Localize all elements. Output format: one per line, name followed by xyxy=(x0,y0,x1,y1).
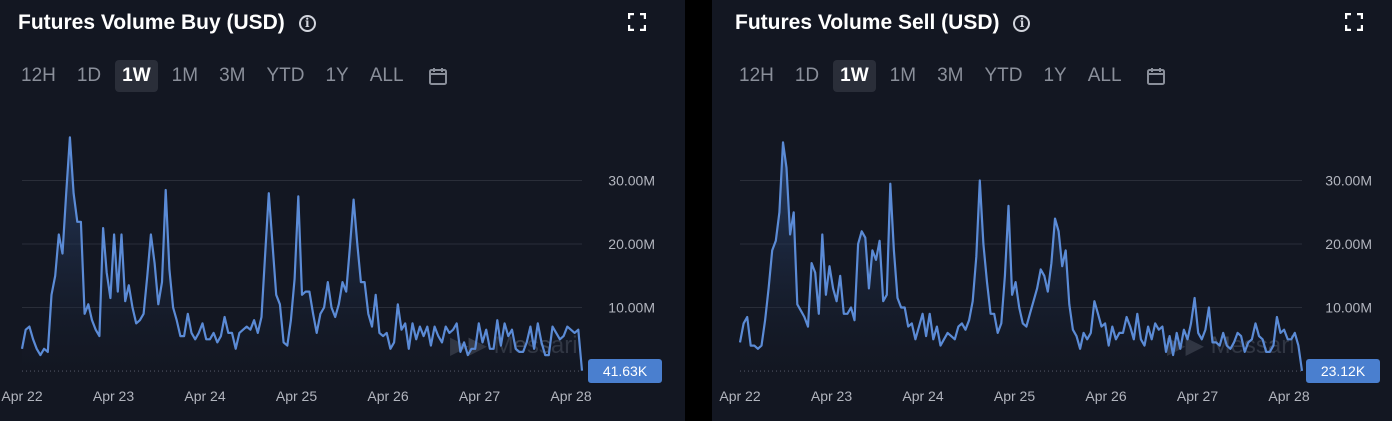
x-tick-label: Apr 28 xyxy=(550,388,591,404)
last-value-badge xyxy=(1306,359,1380,383)
x-tick-label: Apr 23 xyxy=(811,388,852,404)
timeframe-tabs: 12H 1D 1W 1M 3M YTD 1Y ALL xyxy=(732,60,1166,92)
tab-all[interactable]: ALL xyxy=(369,65,404,86)
sell-volume-panel: Futures Volume Sell (USD) i 12H 1D 1W 1M… xyxy=(712,0,1392,421)
tab-1d[interactable]: 1D xyxy=(76,65,102,86)
tab-ytd[interactable]: YTD xyxy=(984,65,1023,86)
x-tick-label: Apr 27 xyxy=(459,388,500,404)
tab-ytd[interactable]: YTD xyxy=(266,65,305,86)
y-tick-label: 20.00M xyxy=(1325,236,1372,252)
x-tick-label: Apr 27 xyxy=(1177,388,1218,404)
tab-1m[interactable]: 1M xyxy=(171,65,199,86)
buy-volume-panel: Futures Volume Buy (USD) i 12H 1D 1W 1M … xyxy=(0,0,685,421)
panel-title: Futures Volume Buy (USD) i xyxy=(18,11,316,35)
series-line xyxy=(738,141,1304,372)
x-tick-label: Apr 26 xyxy=(1085,388,1126,404)
tab-1m[interactable]: 1M xyxy=(889,65,917,86)
calendar-icon[interactable] xyxy=(1146,66,1166,86)
x-tick-label: Apr 25 xyxy=(276,388,317,404)
y-tick-label: 30.00M xyxy=(1325,173,1372,189)
tab-3m[interactable]: 3M xyxy=(937,65,964,86)
x-tick-label: Apr 22 xyxy=(719,388,760,404)
panel-title: Futures Volume Sell (USD) i xyxy=(735,11,1031,35)
last-value-badge xyxy=(588,359,662,383)
y-tick-label: 30.00M xyxy=(608,173,655,189)
calendar-icon[interactable] xyxy=(428,66,448,86)
last-value-label: 23.12K xyxy=(1321,363,1366,379)
timeframe-tabs: 12H 1D 1W 1M 3M YTD 1Y ALL xyxy=(14,60,448,92)
series-area xyxy=(740,142,1302,371)
tab-1y[interactable]: 1Y xyxy=(1043,65,1067,86)
expand-icon[interactable] xyxy=(628,13,646,31)
series-line xyxy=(20,136,584,371)
tab-1d[interactable]: 1D xyxy=(794,65,820,86)
tab-1y[interactable]: 1Y xyxy=(325,65,349,86)
y-tick-label: 10.00M xyxy=(608,300,655,316)
tab-12h[interactable]: 12H xyxy=(21,65,56,86)
info-icon[interactable]: i xyxy=(298,14,316,32)
last-value-label: 41.63K xyxy=(603,363,648,379)
expand-icon[interactable] xyxy=(1345,13,1363,31)
x-tick-label: Apr 26 xyxy=(367,388,408,404)
tab-all[interactable]: ALL xyxy=(1087,65,1122,86)
y-tick-label: 20.00M xyxy=(608,236,655,252)
tab-1w[interactable]: 1W xyxy=(115,60,158,92)
tab-1w[interactable]: 1W xyxy=(833,60,876,92)
x-tick-label: Apr 25 xyxy=(994,388,1035,404)
x-tick-label: Apr 24 xyxy=(184,388,225,404)
series-area xyxy=(22,137,582,371)
x-tick-label: Apr 24 xyxy=(902,388,943,404)
tab-12h[interactable]: 12H xyxy=(739,65,774,86)
y-tick-label: 10.00M xyxy=(1325,300,1372,316)
panel-title-text: Futures Volume Sell (USD) xyxy=(735,11,1000,34)
panel-title-text: Futures Volume Buy (USD) xyxy=(18,11,285,34)
tab-3m[interactable]: 3M xyxy=(219,65,246,86)
info-icon[interactable]: i xyxy=(1013,14,1031,32)
x-tick-label: Apr 22 xyxy=(1,388,42,404)
x-tick-label: Apr 28 xyxy=(1268,388,1309,404)
x-tick-label: Apr 23 xyxy=(93,388,134,404)
